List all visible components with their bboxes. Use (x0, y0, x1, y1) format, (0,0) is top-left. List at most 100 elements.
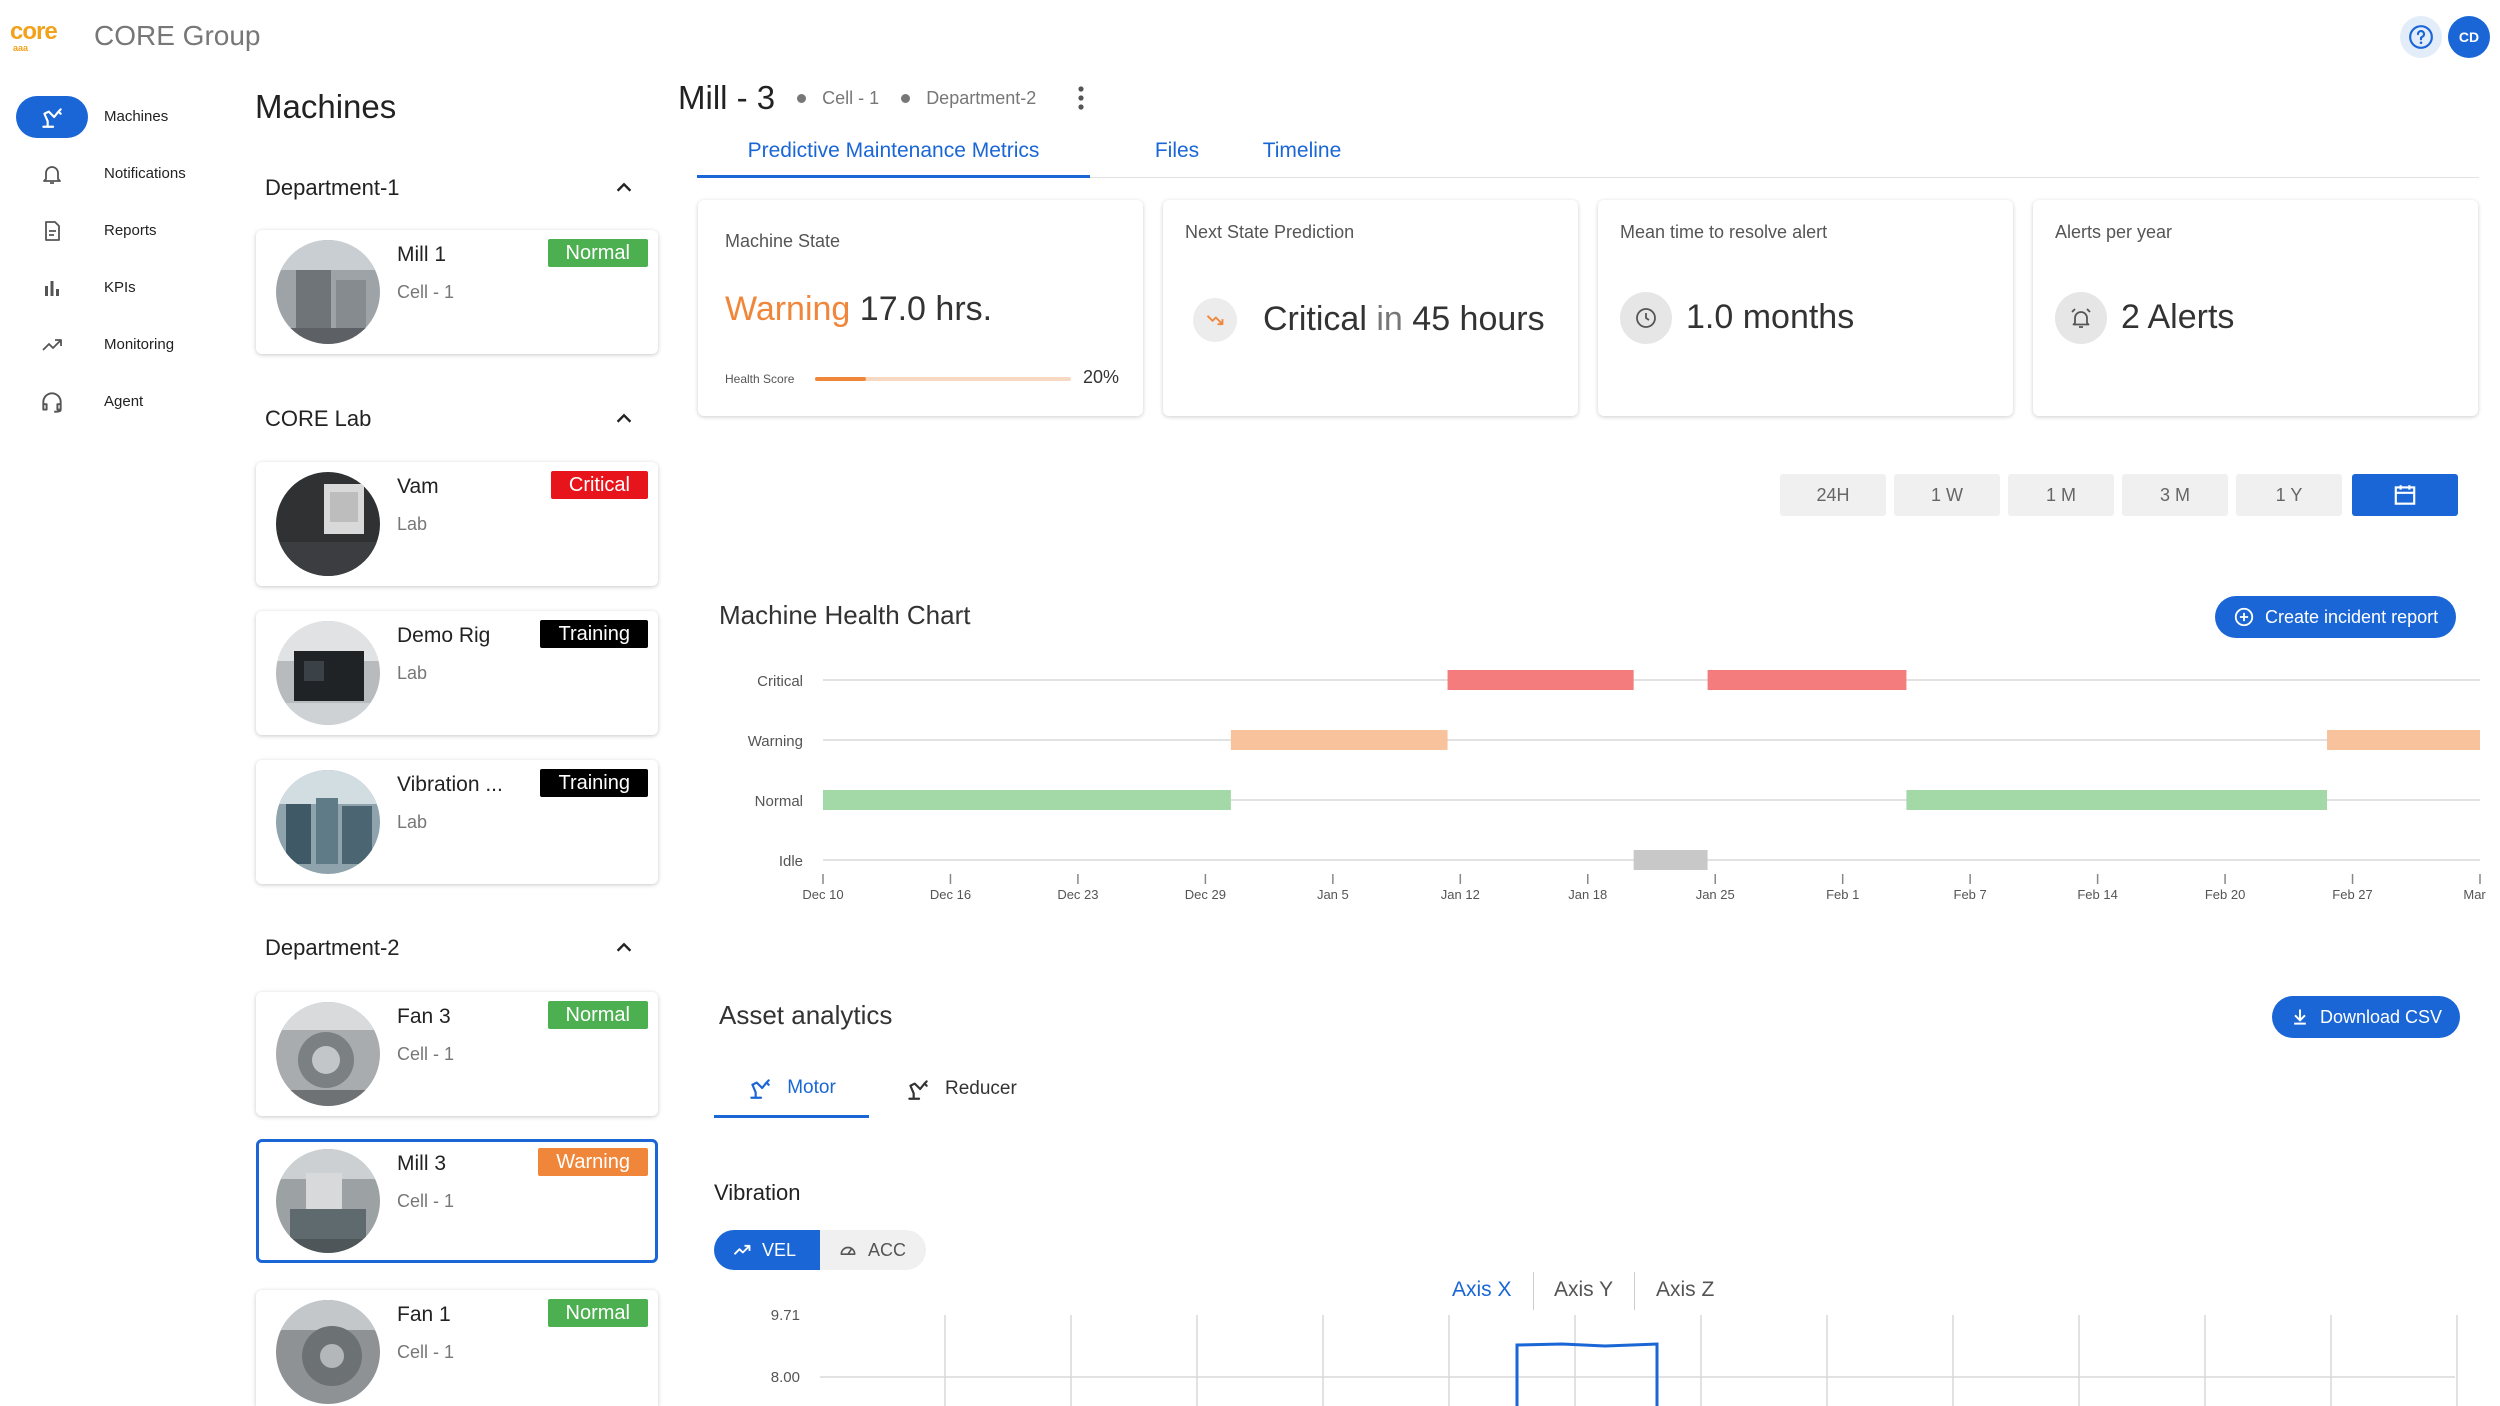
breadcrumb-cell: Cell - 1 (822, 87, 880, 108)
headset-icon (16, 381, 88, 423)
machine-name: Vam (397, 475, 439, 498)
sidebar-item-label: Reports (104, 222, 157, 239)
group-header-department-1[interactable]: Department-1 (265, 168, 635, 208)
more-vert-icon[interactable] (1076, 85, 1086, 111)
x-tick-label: Mar 6 (2463, 887, 2490, 902)
range-1m-button[interactable]: 1 M (2008, 474, 2114, 516)
machine-card-mill-1[interactable]: Mill 1 Cell - 1 Normal (256, 230, 658, 354)
breadcrumb-dot (901, 93, 911, 103)
tab-axis-z[interactable]: Axis Z (1656, 1278, 1715, 1301)
machine-thumbnail (276, 770, 380, 874)
health-chart-title: Machine Health Chart (719, 600, 971, 630)
machine-location: Lab (397, 514, 428, 534)
machine-card-vam[interactable]: Vam Lab Critical (256, 462, 658, 586)
x-tick-label: Feb 7 (1954, 887, 1987, 902)
tab-timeline[interactable]: Timeline (1262, 139, 1342, 162)
machine-card-vibration[interactable]: Vibration ... Lab Training (256, 760, 658, 884)
state-bar-warning (2327, 730, 2480, 750)
machine-name: Vibration ... (397, 773, 503, 796)
machine-thumbnail (276, 1149, 380, 1253)
alerts-value: 2 Alerts (2121, 298, 2235, 336)
sidebar-item-machines[interactable]: Machines (0, 88, 230, 145)
breadcrumb-dot (797, 93, 807, 103)
create-incident-report-button[interactable]: Create incident report (2215, 596, 2457, 638)
trending-up-icon (733, 1244, 751, 1255)
user-avatar[interactable]: CD (2448, 16, 2490, 58)
tab-files[interactable]: Files (1154, 139, 1200, 162)
machine-name: Mill 3 (397, 1152, 447, 1175)
toggle-label: VEL (762, 1239, 797, 1260)
chevron-up-icon[interactable] (613, 177, 635, 199)
tab-motor[interactable]: Motor (714, 1060, 869, 1118)
tab-label: Reducer (945, 1078, 1017, 1099)
asset-analytics-title: Asset analytics (719, 1000, 893, 1030)
page-title: Mill - 3 (678, 79, 776, 116)
sidebar-item-agent[interactable]: Agent (0, 373, 230, 430)
vibration-title: Vibration (714, 1180, 801, 1205)
sidebar-item-notifications[interactable]: Notifications (0, 145, 230, 202)
axis-divider (1533, 1272, 1534, 1310)
x-tick-label: Feb 27 (2332, 887, 2372, 902)
x-tick-label: Feb 1 (1826, 887, 1859, 902)
toggle-vel[interactable]: VEL (714, 1230, 820, 1270)
logo-subtext: aaa (13, 43, 29, 53)
prediction-state: Critical (1263, 300, 1367, 338)
tab-bar: Predictive Maintenance Metrics Files Tim… (697, 134, 2479, 178)
robot-arm-icon (16, 95, 88, 138)
range-24h-button[interactable]: 24H (1780, 474, 1886, 516)
help-button[interactable] (2400, 16, 2442, 58)
trending-down-icon (1193, 298, 1237, 342)
x-tick-label: Jan 18 (1568, 887, 1607, 902)
tab-reducer[interactable]: Reducer (905, 1060, 1017, 1118)
card-title: Next State Prediction (1185, 222, 1355, 242)
machine-name: Mill 1 (397, 243, 447, 266)
sidebar-item-label: KPIs (104, 279, 136, 296)
machine-state-value: Warning 17.0 hrs. (725, 290, 992, 329)
group-header-core-lab[interactable]: CORE Lab (265, 399, 635, 439)
chevron-up-icon[interactable] (613, 937, 635, 959)
state-bar-idle (1633, 850, 1708, 870)
vibration-chart: 9.71 8.00 (771, 1307, 2458, 1406)
x-tick-label: Dec 10 (802, 887, 843, 902)
machine-location: Cell - 1 (397, 1044, 455, 1064)
report-icon (16, 210, 88, 252)
tab-axis-y[interactable]: Axis Y (1554, 1278, 1614, 1301)
sidebar-item-reports[interactable]: Reports (0, 202, 230, 259)
robot-arm-icon (750, 1078, 770, 1099)
sidebar-item-kpis[interactable]: KPIs (0, 259, 230, 316)
y-tick-label: Normal (755, 793, 803, 810)
machine-thumbnail (276, 472, 380, 576)
trending-up-icon (16, 324, 88, 366)
sidebar-item-monitoring[interactable]: Monitoring (0, 316, 230, 373)
range-1w-button[interactable]: 1 W (1894, 474, 2000, 516)
button-label: Download CSV (2320, 1006, 2443, 1027)
prediction-in: in (1376, 300, 1403, 338)
y-tick-label: Critical (757, 673, 803, 690)
breadcrumb-department: Department-2 (926, 87, 1037, 108)
toggle-acc[interactable]: ACC (820, 1230, 926, 1270)
download-csv-button[interactable]: Download CSV (2272, 996, 2461, 1038)
date-picker-button[interactable] (2352, 474, 2458, 516)
app-title: CORE Group (94, 20, 261, 51)
tab-axis-x[interactable]: Axis X (1452, 1278, 1512, 1301)
range-3m-button[interactable]: 3 M (2122, 474, 2228, 516)
group-header-department-2[interactable]: Department-2 (265, 928, 635, 968)
range-1y-button[interactable]: 1 Y (2236, 474, 2342, 516)
machine-state-card: Machine State Warning 17.0 hrs. Health S… (698, 200, 1143, 416)
machine-card-fan-1[interactable]: Fan 1 Cell - 1 Normal (256, 1290, 658, 1406)
card-title: Alerts per year (2055, 222, 2173, 242)
health-score-fill (815, 377, 867, 381)
prediction-hours: 45 hours (1412, 300, 1545, 338)
machine-location: Lab (397, 663, 428, 683)
machine-card-mill-3[interactable]: Mill 3 Cell - 1 Warning (256, 1139, 658, 1263)
company-logo[interactable]: core aaa (10, 20, 66, 53)
x-tick-label: Dec 16 (930, 887, 971, 902)
chevron-up-icon[interactable] (613, 408, 635, 430)
sidebar-item-label: Agent (104, 393, 144, 410)
machine-card-demo-rig[interactable]: Demo Rig Lab Training (256, 611, 658, 735)
status-badge: Normal (547, 239, 648, 267)
machine-card-fan-3[interactable]: Fan 3 Cell - 1 Normal (256, 992, 658, 1116)
machine-location: Cell - 1 (397, 1191, 455, 1211)
sidebar-item-label: Monitoring (104, 336, 175, 353)
tab-predictive-maintenance[interactable]: Predictive Maintenance Metrics (697, 134, 1090, 178)
